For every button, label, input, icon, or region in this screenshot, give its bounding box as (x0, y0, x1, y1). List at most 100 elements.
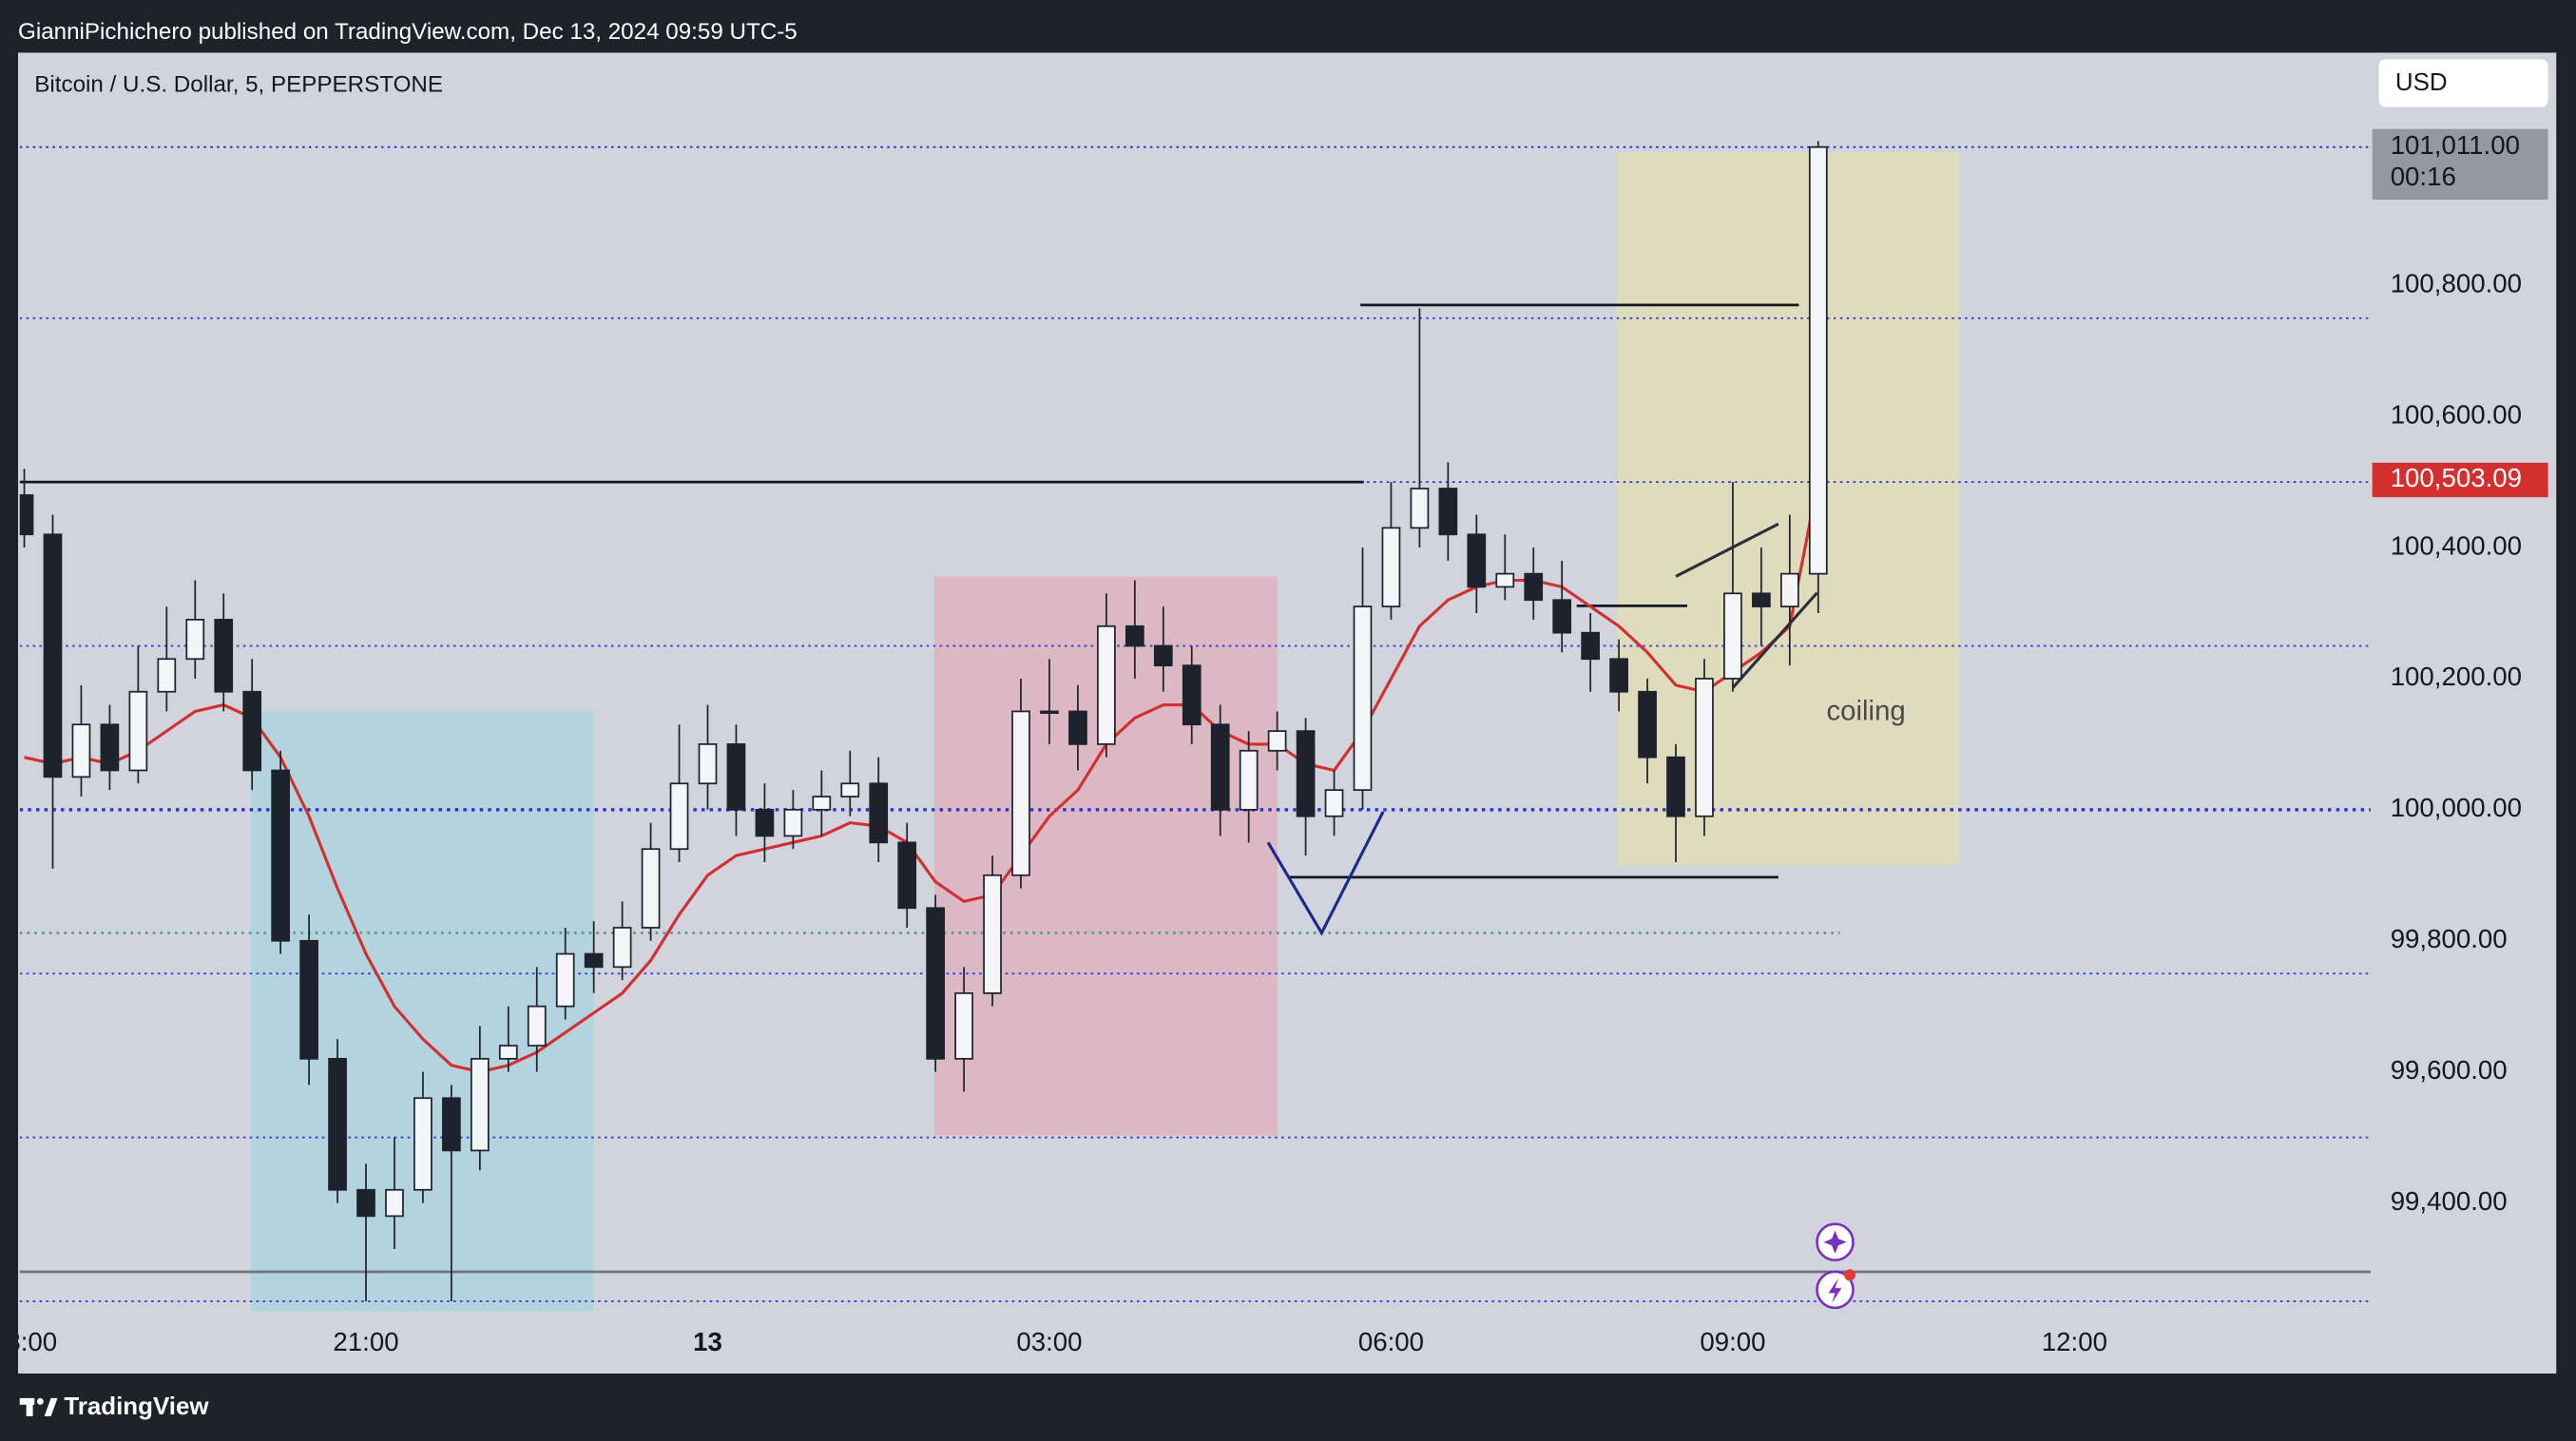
candle-down (755, 808, 775, 837)
ai-sparkle (1823, 1230, 1847, 1254)
candle-down (100, 723, 120, 772)
candle-down (1609, 658, 1628, 693)
publish-info: GianniPichichero published on TradingVie… (18, 19, 798, 45)
candle-up (1495, 572, 1515, 588)
y-tick-label: 100,200.00 (2391, 662, 2522, 691)
candle-down (1666, 756, 1685, 817)
highlight-box (1616, 152, 1960, 866)
ma-label: 100,503.09 (2391, 463, 2522, 492)
x-tick-label: 12:00 (2042, 1327, 2107, 1356)
candle-up (1353, 605, 1373, 792)
candle-down (726, 743, 746, 811)
candle-down (271, 769, 290, 942)
candle-up (1410, 488, 1430, 529)
symbol-title: Bitcoin / U.S. Dollar, 5, PEPPERSTONE (34, 71, 443, 97)
y-tick-label: 99,800.00 (2391, 924, 2508, 953)
candle-up (669, 782, 689, 851)
plot-area: coiling (19, 141, 2371, 1312)
candle-down (1581, 631, 1600, 661)
y-tick-label: 100,400.00 (2391, 530, 2522, 560)
candle-down (1210, 723, 1230, 811)
candle-down (214, 619, 234, 693)
y-tick-label: 100,000.00 (2391, 793, 2522, 822)
candle-up (1779, 572, 1799, 607)
candle-up (954, 992, 973, 1060)
candle-up (1011, 710, 1030, 876)
currency-button[interactable] (2378, 59, 2548, 107)
x-tick-label: 21:00 (333, 1327, 398, 1356)
candle-down (442, 1097, 461, 1152)
candle-up (812, 796, 832, 811)
x-tick-label: 09:00 (1700, 1327, 1765, 1356)
candle-up (1040, 710, 1059, 715)
candle-up (71, 723, 91, 778)
footer-brand: TradingView (64, 1393, 209, 1420)
candle-up (555, 952, 575, 1008)
candle-down (1296, 730, 1316, 817)
moving-average (24, 479, 1820, 1074)
candle-down (1153, 644, 1173, 667)
candle-down (328, 1058, 347, 1191)
y-tick-label: 100,600.00 (2391, 399, 2522, 429)
price-axis: 99,400.00 99,600.00 99,800.00 100,000.00 100… (2372, 128, 2548, 1216)
candle-up (470, 1058, 490, 1152)
y-tick-label: 99,600.00 (2391, 1055, 2508, 1085)
candle-up (1381, 527, 1401, 607)
candle-up (1324, 789, 1344, 817)
assistant-icons (1816, 1222, 1856, 1310)
candle-up (128, 690, 148, 772)
candle-up (1695, 678, 1714, 817)
candle-up (385, 1188, 404, 1218)
x-tick-label: 13 (693, 1327, 722, 1356)
candle-up (840, 782, 860, 797)
candle-down (1125, 624, 1144, 647)
candle-down (1752, 592, 1771, 607)
candle-down (242, 690, 262, 772)
currency-label[interactable]: USD (2395, 69, 2448, 96)
time-axis: 18:00 21:00 13 03:00 06:00 09:00 12:00 (0, 1327, 2107, 1356)
drawn-trendline (1731, 591, 1818, 689)
candle-down (1552, 599, 1572, 634)
last-price-badge (2372, 128, 2548, 201)
candle-down (897, 841, 917, 910)
candle-down (1638, 690, 1657, 759)
candle-down (926, 907, 945, 1060)
candle-down (43, 533, 63, 778)
candle-down (356, 1188, 375, 1218)
drawn-trendline (1266, 811, 1385, 936)
x-tick-label: 18:00 (0, 1327, 57, 1356)
y-tick-label: 99,400.00 (2391, 1186, 2508, 1216)
candle-up (157, 658, 177, 693)
candle-up (1267, 730, 1287, 752)
logo-part (36, 1397, 44, 1405)
candle-down (584, 952, 604, 969)
logo-part (44, 1397, 58, 1416)
alert-bolt (1828, 1278, 1842, 1303)
candle-down (1068, 710, 1087, 745)
candle-up (1239, 749, 1259, 811)
candle-down (19, 494, 34, 536)
candle-up (498, 1045, 518, 1060)
candle-up (1723, 592, 1742, 680)
drawn-trendline (1675, 522, 1779, 578)
alert-dot (1844, 1269, 1856, 1281)
bar-countdown: 00:16 (2391, 162, 2456, 191)
candle-up (698, 743, 718, 785)
candle-up (1808, 145, 1828, 575)
candle-down (869, 782, 889, 844)
x-tick-label: 03:00 (1016, 1327, 1082, 1356)
logo-part (26, 1397, 33, 1416)
y-tick-label: 100,800.00 (2391, 269, 2522, 298)
footer-logo (19, 1397, 58, 1416)
annotation: coiling (1826, 696, 1905, 727)
last-price-label: 101,011.00 (2391, 130, 2520, 160)
candle-down (1438, 488, 1458, 536)
candle-up (612, 927, 632, 969)
candle-down (1182, 664, 1201, 726)
candle-down (299, 939, 318, 1060)
candle-up (1097, 624, 1116, 745)
candle-down (1467, 533, 1487, 588)
ma-badge (2372, 462, 2548, 498)
